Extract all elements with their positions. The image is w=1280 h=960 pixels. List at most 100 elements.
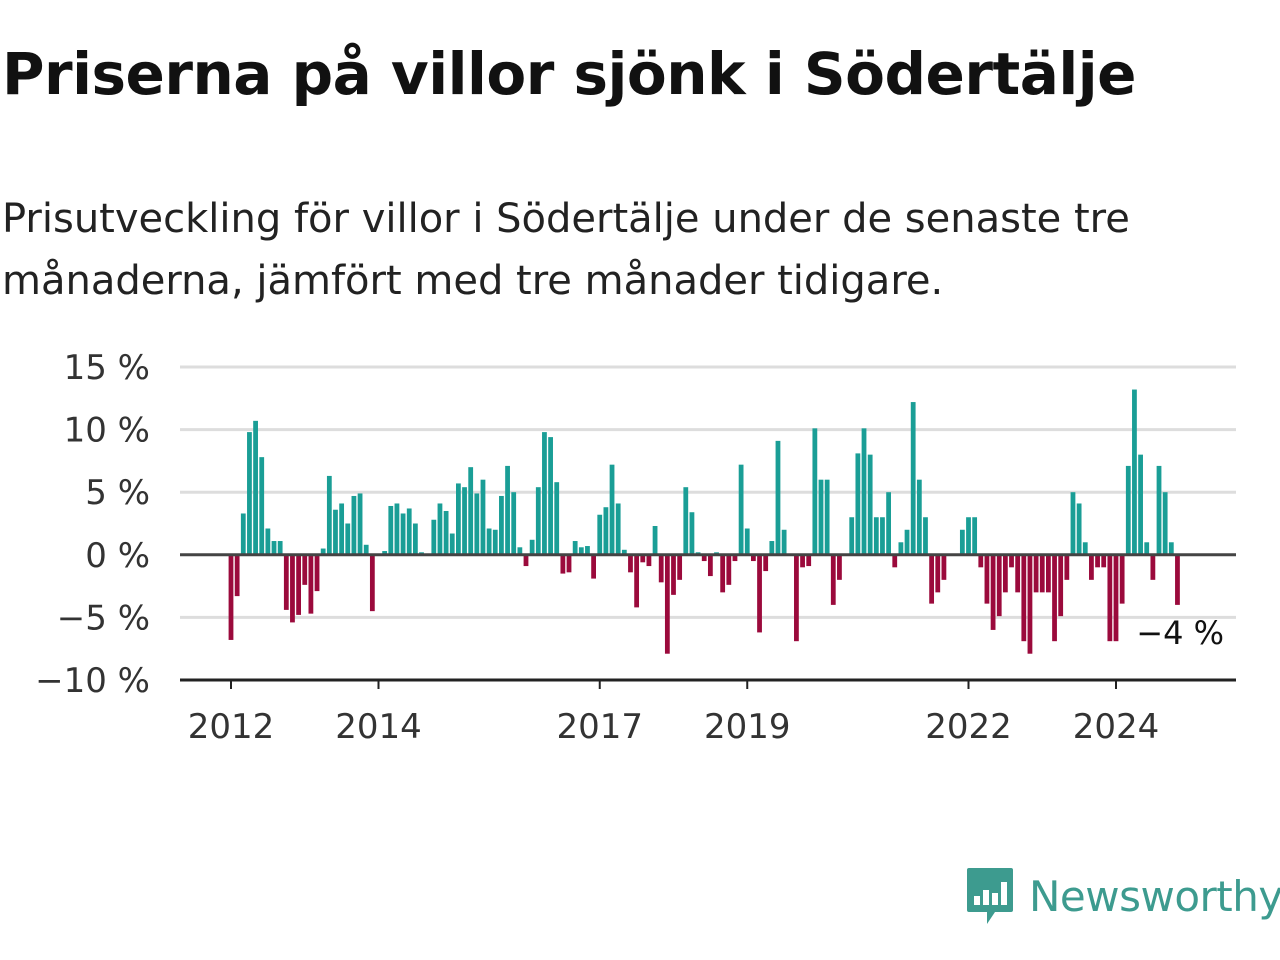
bar [333, 509, 338, 555]
bar [812, 428, 818, 555]
bar [259, 457, 265, 555]
bar [523, 554, 529, 567]
bar [456, 483, 461, 555]
brand-name: Newsworthy [1029, 871, 1280, 921]
bar [400, 513, 406, 555]
bar [499, 495, 504, 555]
bar [320, 548, 326, 555]
bar [603, 507, 609, 555]
bar [326, 475, 332, 555]
bar [597, 514, 603, 555]
bar [474, 493, 480, 555]
brand-logo[interactable]: Newsworthy [965, 866, 1280, 926]
bar [978, 554, 984, 568]
bar [609, 464, 615, 555]
bar [548, 437, 553, 555]
bar [265, 528, 271, 555]
bar [1156, 465, 1162, 555]
bar [1027, 554, 1033, 654]
bar [1089, 554, 1094, 580]
bar [1144, 542, 1150, 555]
bar [855, 453, 861, 555]
bar [751, 554, 756, 562]
bar [1162, 492, 1168, 555]
bar [646, 554, 652, 567]
bar [1021, 554, 1027, 642]
bar [1076, 503, 1082, 555]
bar [929, 554, 935, 604]
bar [1095, 554, 1100, 568]
bar [591, 554, 596, 579]
bar [351, 495, 357, 555]
bar [640, 554, 646, 563]
bar [1168, 542, 1174, 555]
y-tick-label: 5 % [85, 473, 150, 513]
bar [861, 428, 867, 555]
bar [283, 554, 289, 610]
bar [1125, 465, 1131, 555]
chart-subtitle: Prisutveckling för villor i Södertälje u… [2, 196, 1130, 304]
bar [972, 517, 978, 555]
bar [511, 492, 517, 555]
bar [1052, 554, 1057, 642]
bar [1039, 554, 1045, 593]
bar [1082, 542, 1088, 555]
bar [1107, 554, 1113, 642]
bar [357, 493, 363, 555]
bar [234, 554, 240, 597]
annotations: −4 % [1136, 614, 1224, 652]
bar [781, 529, 787, 555]
bar [830, 554, 836, 605]
bar [302, 554, 308, 585]
y-tick-label: −10 % [35, 661, 150, 701]
bar [984, 554, 990, 604]
bar [572, 541, 578, 555]
bar [634, 554, 640, 608]
bar [996, 554, 1002, 617]
bar [898, 542, 904, 555]
bar [1033, 554, 1039, 593]
bar [959, 529, 965, 555]
bar [892, 554, 898, 568]
bar [794, 554, 799, 642]
bar [990, 554, 996, 630]
bar [369, 554, 375, 612]
bar [1150, 554, 1156, 580]
x-tick-label: 2019 [704, 707, 791, 747]
bar [628, 554, 633, 573]
bar [1058, 554, 1064, 617]
latest-value-annotation: −4 % [1136, 614, 1224, 652]
bar [689, 512, 695, 555]
bar [1132, 389, 1137, 555]
bar [277, 541, 283, 555]
x-tick-label: 2014 [335, 707, 422, 747]
bar [431, 519, 437, 555]
bar [880, 517, 885, 555]
bar [437, 503, 443, 555]
bar [228, 554, 234, 640]
bar [240, 513, 246, 555]
bar [462, 487, 467, 555]
bar [658, 554, 664, 583]
y-tick-label: −5 % [57, 598, 150, 638]
bar [683, 487, 689, 555]
bar [615, 503, 621, 555]
bar [1119, 554, 1125, 604]
bar [744, 528, 750, 555]
bar [769, 541, 775, 555]
bar [468, 467, 474, 555]
y-axis: 15 % 10 % 5 % 0 % −5 % −10 % [35, 348, 1236, 701]
bar [910, 402, 916, 555]
x-tick-label: 2024 [1073, 707, 1160, 747]
bar [1070, 492, 1076, 555]
bar [873, 517, 879, 555]
x-tick-label: 2017 [556, 707, 643, 747]
bar [449, 533, 455, 555]
bar [382, 551, 388, 555]
bar [253, 420, 258, 555]
bar [554, 482, 560, 555]
bar [621, 549, 627, 555]
y-tick-label: 10 % [64, 411, 150, 451]
bar [867, 454, 873, 555]
bar [664, 554, 670, 654]
